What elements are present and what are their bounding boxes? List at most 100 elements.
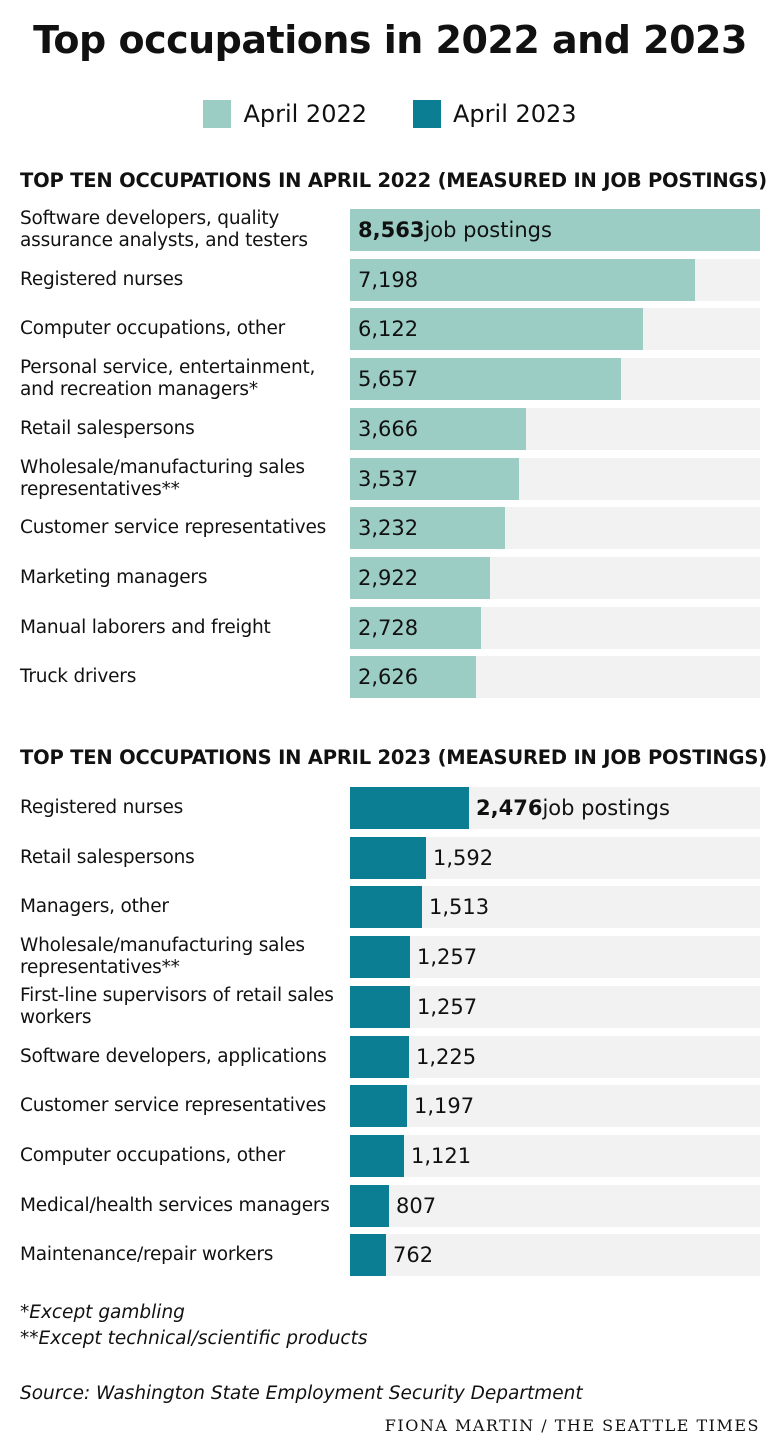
value-number: 1,225 bbox=[416, 1044, 477, 1069]
bar-row: Medical/health services managers 807 bbox=[0, 1184, 780, 1227]
category-label: Retail salespersons bbox=[20, 846, 195, 868]
bar-row: Computer occupations, other 6,122 bbox=[0, 308, 780, 351]
value-label: 807 bbox=[396, 1185, 436, 1227]
credit: FIONA MARTIN / THE SEATTLE TIMES bbox=[384, 1416, 760, 1435]
value-label: 5,657 bbox=[358, 358, 418, 400]
value-label: 7,198 bbox=[358, 259, 418, 301]
value-label: 762 bbox=[393, 1234, 433, 1276]
value-number: 3,666 bbox=[358, 416, 419, 441]
chart-title: Top occupations in 2022 and 2023 bbox=[33, 18, 747, 62]
category-label: Software developers, applications bbox=[20, 1045, 327, 1067]
bar-row: Registered nurses 7,198 bbox=[0, 258, 780, 301]
bar-row: Retail salespersons 1,592 bbox=[0, 836, 780, 879]
value-number: 1,257 bbox=[417, 994, 478, 1019]
legend-item-2022: April 2022 bbox=[203, 100, 367, 128]
value-number: 1,197 bbox=[414, 1094, 475, 1119]
bar-row: Registered nurses 2,476 job postings bbox=[0, 787, 780, 829]
bar-track bbox=[350, 1184, 760, 1227]
bar bbox=[350, 209, 760, 251]
bar bbox=[350, 1085, 407, 1128]
category-label: Personal service, entertainment, and rec… bbox=[20, 357, 316, 401]
category-label: Maintenance/repair workers bbox=[20, 1244, 274, 1266]
section-title-2022: TOP TEN OCCUPATIONS IN APRIL 2022 (MEASU… bbox=[20, 169, 767, 192]
bar bbox=[350, 836, 426, 879]
legend-swatch-2022 bbox=[203, 100, 232, 128]
value-label: 2,728 bbox=[358, 607, 418, 649]
value-label: 3,666 bbox=[358, 408, 418, 450]
bar bbox=[350, 308, 643, 351]
value-number: 1,121 bbox=[411, 1143, 472, 1168]
category-label: Wholesale/manufacturing sales representa… bbox=[20, 456, 305, 500]
category-label: Computer occupations, other bbox=[20, 318, 286, 340]
bar bbox=[350, 1134, 404, 1177]
category-label: Customer service representatives bbox=[20, 517, 327, 539]
value-label: 1,197 bbox=[414, 1085, 474, 1127]
value-number: 1,513 bbox=[429, 895, 490, 920]
bar-track bbox=[350, 1085, 760, 1128]
category-label: Medical/health services managers bbox=[20, 1194, 330, 1216]
bar-row: Wholesale/manufacturing sales representa… bbox=[0, 456, 780, 500]
category-label: Manual laborers and freight bbox=[20, 616, 271, 638]
bar-row: Truck drivers 2,626 bbox=[0, 656, 780, 699]
category-label: First-line supervisors of retail sales w… bbox=[20, 984, 334, 1028]
value-number: 3,232 bbox=[358, 516, 419, 541]
category-label: Customer service representatives bbox=[20, 1095, 327, 1117]
value-number: 2,728 bbox=[358, 615, 419, 640]
value-number: 7,198 bbox=[358, 267, 419, 292]
bar-row: Computer occupations, other 1,121 bbox=[0, 1134, 780, 1177]
bar-row: Marketing managers 2,922 bbox=[0, 556, 780, 599]
bar bbox=[350, 556, 490, 599]
legend: April 2022 April 2023 bbox=[0, 100, 780, 128]
category-label: Managers, other bbox=[20, 896, 169, 918]
value-number: 5,657 bbox=[358, 367, 419, 392]
footnote-1: *Except gambling bbox=[20, 1302, 185, 1323]
bar-row: Maintenance/repair workers 762 bbox=[0, 1234, 780, 1277]
value-label: 2,626 bbox=[358, 656, 418, 698]
value-label: 1,225 bbox=[416, 1036, 476, 1078]
section-title-2023: TOP TEN OCCUPATIONS IN APRIL 2023 (MEASU… bbox=[20, 746, 767, 769]
bar-row: Customer service representatives 3,232 bbox=[0, 507, 780, 550]
value-label: 6,122 bbox=[358, 308, 418, 350]
value-label: 3,232 bbox=[358, 507, 418, 549]
value-number: 8,563 bbox=[358, 218, 425, 242]
category-label: Retail salespersons bbox=[20, 417, 195, 439]
category-label: Wholesale/manufacturing sales representa… bbox=[20, 935, 305, 979]
bar bbox=[350, 606, 481, 649]
bar-row: Wholesale/manufacturing sales representa… bbox=[0, 935, 780, 979]
value-label: 2,476 job postings bbox=[476, 787, 670, 829]
bar bbox=[350, 787, 469, 829]
bar bbox=[350, 407, 526, 450]
bar-row: Managers, other 1,513 bbox=[0, 886, 780, 929]
legend-label-2022: April 2022 bbox=[243, 100, 367, 128]
source-note: Source: Washington State Employment Secu… bbox=[20, 1383, 583, 1404]
bar bbox=[350, 1184, 389, 1227]
bar-row: Customer service representatives 1,197 bbox=[0, 1085, 780, 1128]
value-number: 2,922 bbox=[358, 565, 419, 590]
value-number: 6,122 bbox=[358, 317, 419, 342]
legend-label-2023: April 2023 bbox=[453, 100, 577, 128]
category-label: Registered nurses bbox=[20, 268, 184, 290]
bar-track bbox=[350, 985, 760, 1028]
bar bbox=[350, 1234, 386, 1277]
value-number: 1,257 bbox=[417, 945, 478, 970]
value-unit: job postings bbox=[424, 218, 552, 242]
value-number: 3,537 bbox=[358, 466, 419, 491]
category-label: Registered nurses bbox=[20, 797, 184, 818]
bar-track bbox=[350, 1035, 760, 1078]
bar-track bbox=[350, 1234, 760, 1277]
bar bbox=[350, 507, 505, 550]
value-label: 8,563 job postings bbox=[358, 209, 552, 251]
bar-row: First-line supervisors of retail sales w… bbox=[0, 984, 780, 1028]
value-number: 2,476 bbox=[476, 796, 543, 820]
bar-row: Personal service, entertainment, and rec… bbox=[0, 357, 780, 401]
bar bbox=[350, 656, 476, 699]
bar bbox=[350, 1035, 409, 1078]
bar-row: Retail salespersons 3,666 bbox=[0, 407, 780, 450]
value-label: 1,257 bbox=[417, 986, 477, 1028]
legend-swatch-2023 bbox=[413, 100, 441, 128]
category-label: Computer occupations, other bbox=[20, 1144, 286, 1166]
value-label: 1,257 bbox=[417, 936, 477, 978]
value-label: 1,592 bbox=[433, 837, 493, 879]
value-number: 1,592 bbox=[433, 845, 494, 870]
bar bbox=[350, 985, 410, 1028]
